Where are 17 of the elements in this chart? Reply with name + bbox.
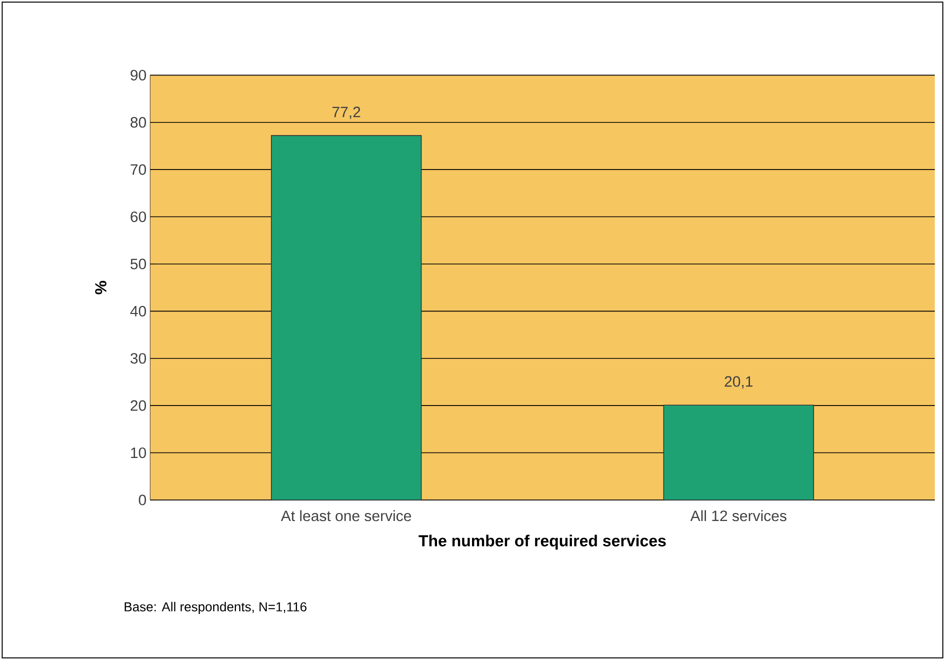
y-tick-label: 50 — [130, 258, 146, 270]
y-tick-label: 30 — [130, 353, 146, 364]
y-tick-label: 60 — [130, 211, 146, 222]
data-label: 77,2 — [332, 106, 360, 120]
x-tick-label: All 12 services — [690, 510, 786, 522]
data-label: 20,1 — [724, 376, 752, 389]
text: Base: All respondents, N=1,116 — [124, 602, 306, 614]
y-tick-label: 0 — [138, 494, 146, 506]
x-tick-label: At least one service — [280, 510, 412, 522]
y-tick-label: 80 — [130, 117, 146, 128]
y-tick-label: 90 — [130, 70, 146, 80]
y-axis-title: % — [95, 280, 106, 294]
x-axis-title: The number of required services — [418, 534, 666, 550]
y-tick-label: 10 — [131, 447, 146, 458]
y-tick-label: 20 — [130, 400, 146, 411]
y-tick-label: 70 — [130, 164, 146, 175]
y-tick-label: 40 — [130, 306, 146, 316]
